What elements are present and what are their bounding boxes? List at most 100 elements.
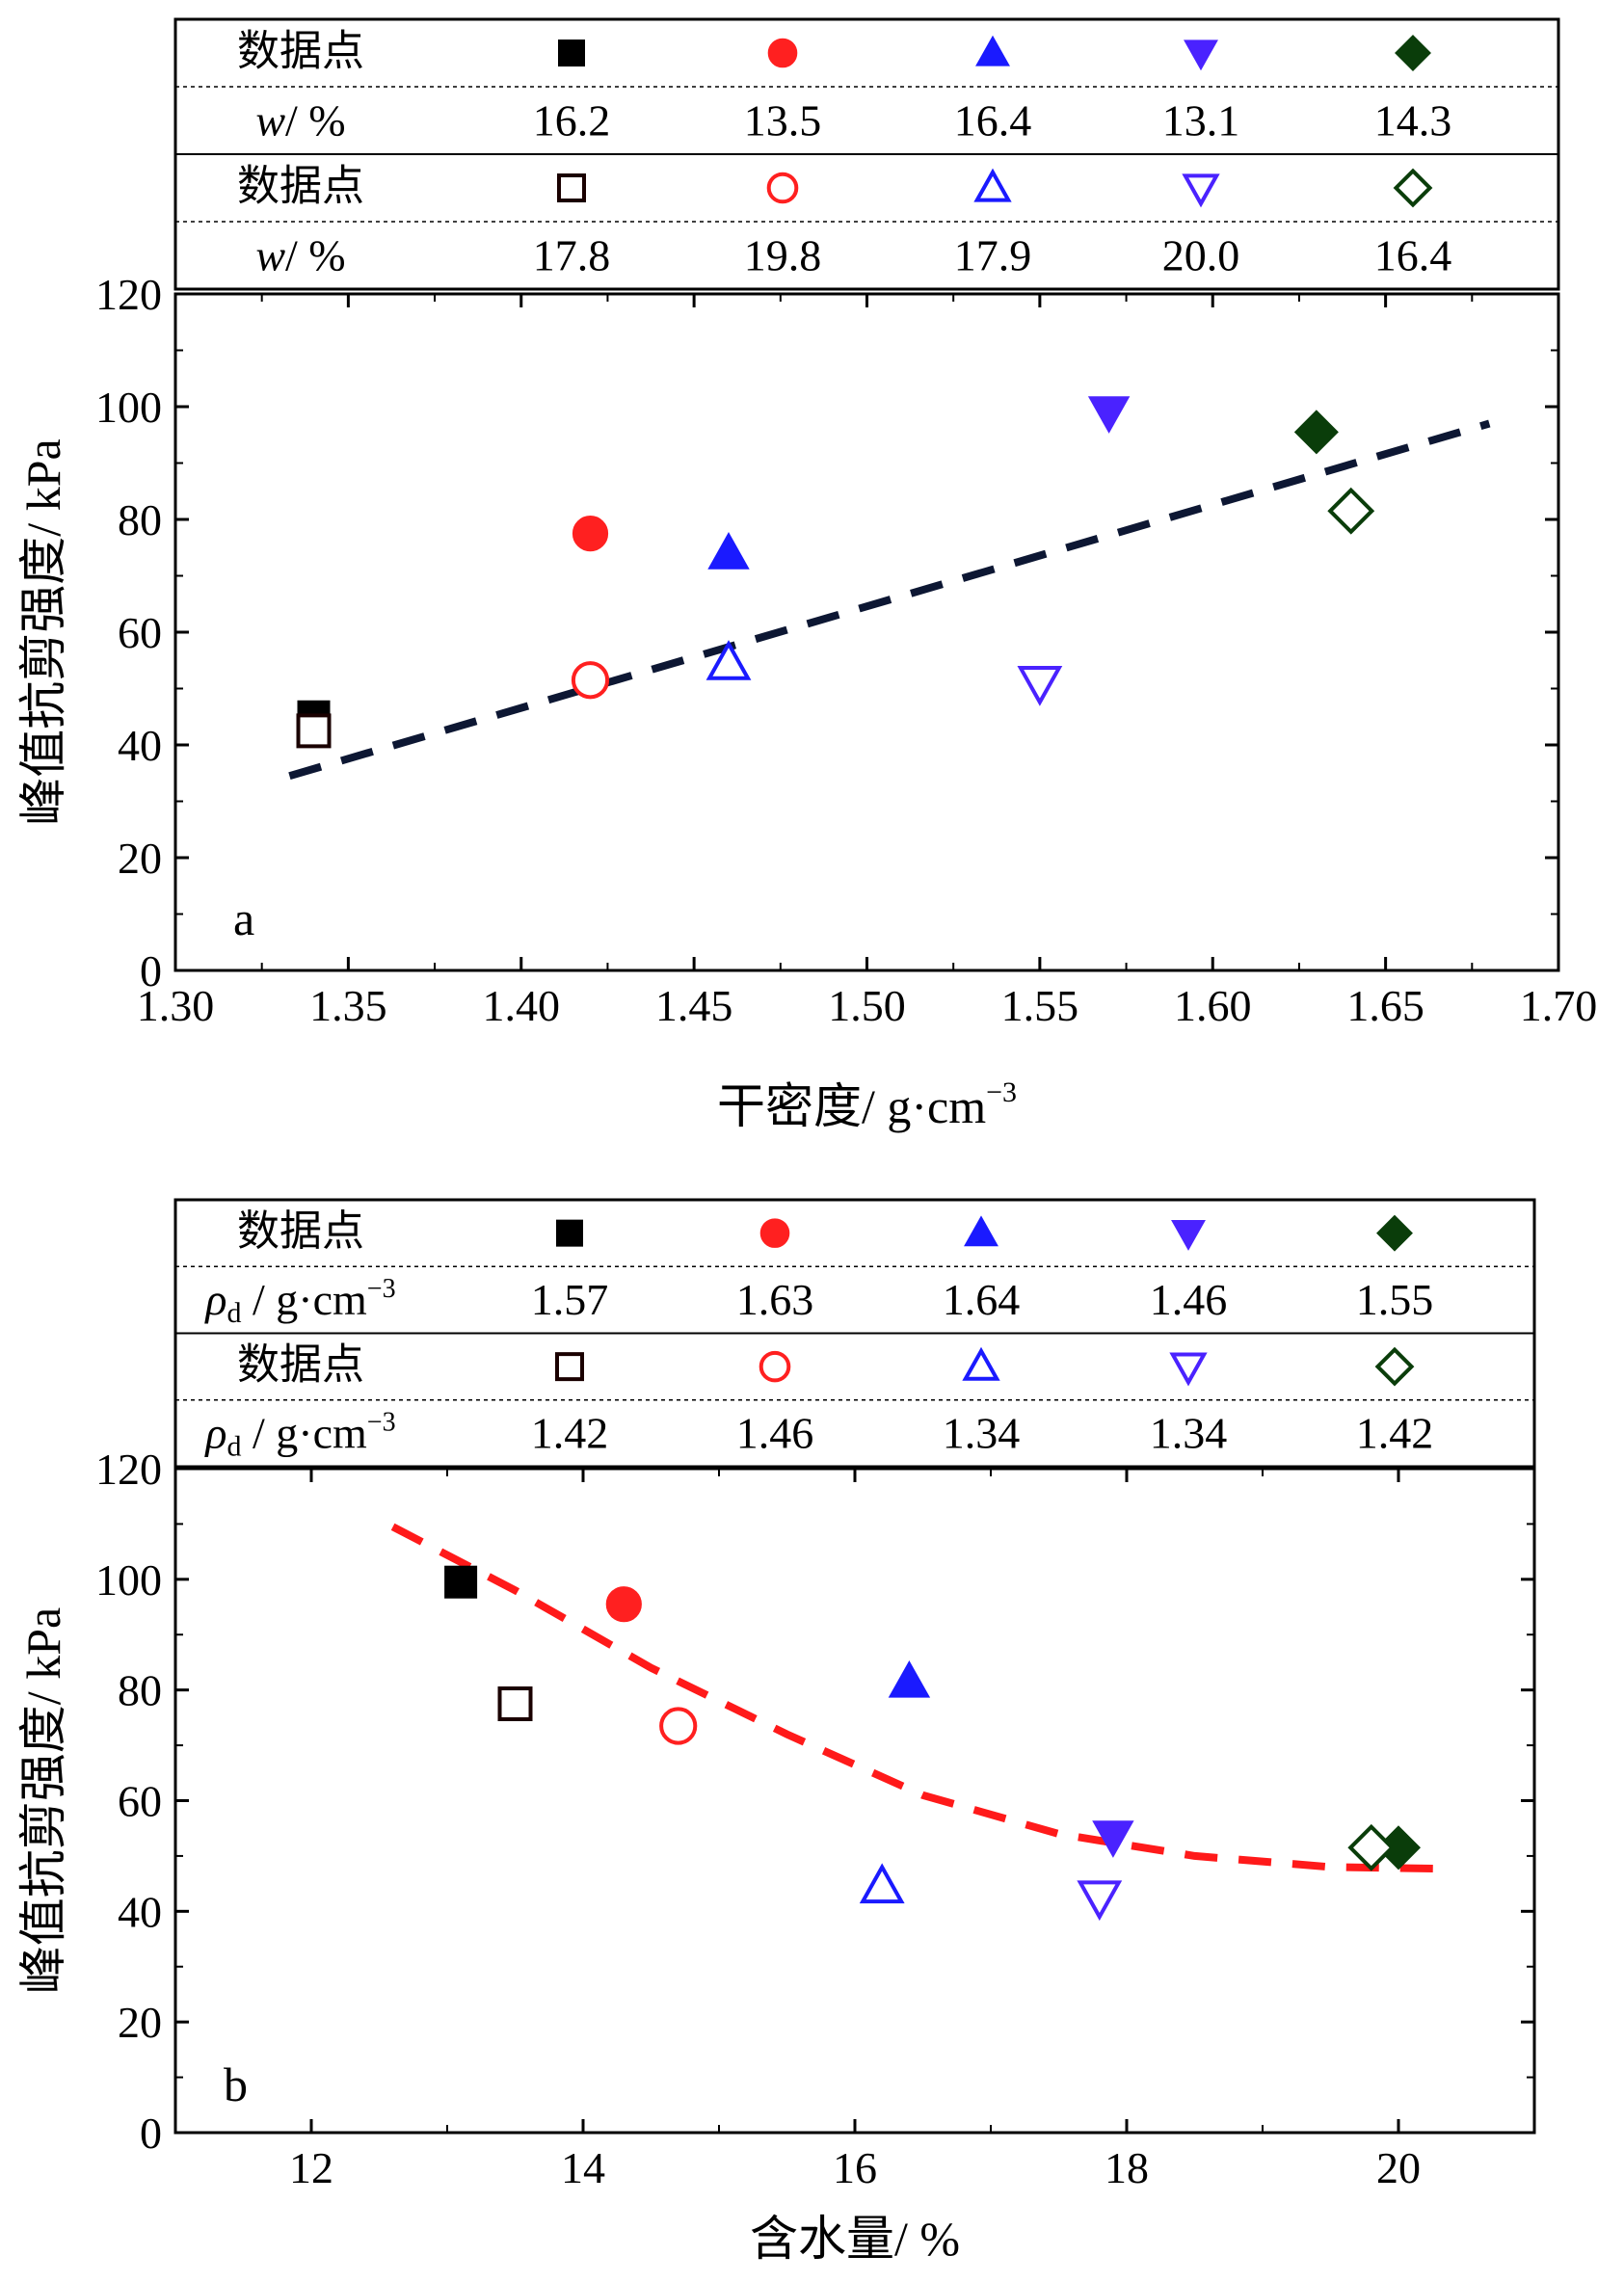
legend-value-subscript: d <box>227 1297 242 1329</box>
legend-value: 14.3 <box>1374 95 1452 145</box>
data-point <box>444 1565 478 1599</box>
x-axis-title-text: 干密度/ g·cm <box>717 1079 986 1133</box>
legend-value-label: ρd / g·cm−3 <box>203 1274 395 1329</box>
legend-marker <box>962 1346 1000 1381</box>
data-points <box>296 396 1375 749</box>
legend-value: 16.4 <box>1374 230 1452 279</box>
legend-value: 16.2 <box>533 95 611 145</box>
y-tick-label: 120 <box>95 270 162 319</box>
data-point <box>859 1863 905 1904</box>
legend-marker <box>1184 40 1218 71</box>
legend-value: 1.34 <box>1150 1409 1228 1458</box>
legend-marker <box>759 1218 790 1248</box>
legend-value: 13.5 <box>744 95 822 145</box>
legend-value: 1.34 <box>943 1409 1021 1458</box>
x-axis: 12 14 16 18 20 <box>174 1469 1535 2192</box>
data-point <box>1092 1820 1134 1858</box>
y-tick-label: 20 <box>118 834 162 883</box>
y-tick-label: 100 <box>95 383 162 432</box>
legend-value-subscript: d <box>227 1431 242 1463</box>
x-axis-title-text: 含水量/ % <box>750 2212 960 2266</box>
legend-value-symbol: w <box>255 230 285 279</box>
legend-value: 1.55 <box>1356 1275 1434 1324</box>
legend-marker <box>557 173 586 202</box>
data-point <box>572 516 609 552</box>
x-tick-label: 1.45 <box>655 981 733 1030</box>
legend-header-label: 数据点 <box>237 28 364 75</box>
x-axis-title-superscript: −3 <box>986 1076 1017 1108</box>
legend-marker <box>1182 173 1220 208</box>
y-tick-label: 40 <box>118 1887 162 1936</box>
plot-frame <box>173 292 1560 972</box>
legend-value-unit: / g·cm <box>242 1409 368 1458</box>
trend-line <box>390 1523 1440 1873</box>
legend-value-label: ρd / g·cm−3 <box>203 1408 395 1463</box>
x-tick-label: 12 <box>289 2143 333 2192</box>
trend-line <box>288 419 1491 781</box>
data-point <box>659 1707 698 1745</box>
data-point <box>1077 1880 1123 1922</box>
legend-value-superscript: −3 <box>367 1408 396 1438</box>
legend-value: 1.42 <box>531 1409 609 1458</box>
legend-value-label: w/ % <box>255 95 345 145</box>
legend-value-symbol: w <box>255 95 285 145</box>
legend-value: 17.8 <box>533 230 611 279</box>
x-tick-label: 1.50 <box>828 981 906 1030</box>
legend-marker <box>759 1350 791 1383</box>
x-tick-label: 1.55 <box>1001 981 1079 1030</box>
legend-header-label: 数据点 <box>237 1207 364 1255</box>
legend-value: 1.63 <box>736 1275 814 1324</box>
legend-marker <box>1374 1346 1415 1387</box>
y-tick-label: 60 <box>118 608 162 657</box>
y-tick-label: 0 <box>140 946 162 995</box>
data-point <box>1017 666 1063 706</box>
data-point <box>1087 396 1131 434</box>
data-point <box>707 532 750 570</box>
legend-marker <box>558 40 585 66</box>
legend-value: 1.42 <box>1356 1409 1434 1458</box>
legend-value: 19.8 <box>744 230 822 279</box>
panel-label: a <box>233 891 254 945</box>
legend-value: 1.46 <box>736 1409 814 1458</box>
legend-header-label: 数据点 <box>237 1341 364 1389</box>
y-tick-label: 0 <box>140 2109 162 2158</box>
x-tick-label: 1.65 <box>1346 981 1424 1030</box>
x-tick-label: 16 <box>833 2143 877 2192</box>
x-tick-label: 1.60 <box>1174 981 1252 1030</box>
legend-value: 13.1 <box>1162 95 1240 145</box>
legend-header-label: 数据点 <box>237 163 364 210</box>
data-point <box>1347 1823 1396 1871</box>
legend-marker <box>1376 1214 1413 1252</box>
legend-value-unit: / g·cm <box>242 1275 368 1324</box>
data-point <box>1293 410 1339 455</box>
y-tick-label: 80 <box>118 495 162 544</box>
legend-marker <box>1169 1352 1208 1387</box>
legend-value-symbol: ρ <box>203 1409 226 1458</box>
legend-value: 17.9 <box>954 230 1032 279</box>
x-axis: 1.30 1.35 1.40 1.45 1.50 1.55 1.60 1.65 1.70 <box>137 294 1597 1030</box>
data-point <box>1327 487 1375 535</box>
y-tick-label: 120 <box>95 1445 162 1494</box>
legend-value-unit: / % <box>285 230 346 279</box>
legend-value-superscript: −3 <box>367 1274 396 1304</box>
legend-value-label: w/ % <box>255 230 345 279</box>
legend-marker <box>767 38 798 68</box>
data-point <box>571 661 610 700</box>
data-point <box>706 640 752 680</box>
legend-value: 1.57 <box>531 1275 609 1324</box>
legend-value: 20.0 <box>1162 230 1240 279</box>
legend-marker <box>964 1215 998 1247</box>
y-tick-label: 20 <box>118 1998 162 2047</box>
x-tick-label: 20 <box>1376 2143 1421 2192</box>
legend-marker <box>973 168 1012 202</box>
y-tick-label: 40 <box>118 721 162 770</box>
legend-marker <box>766 172 799 204</box>
y-axis: 0 20 40 60 80 100 120 <box>95 1445 1534 2158</box>
data-point <box>888 1660 931 1698</box>
legend-marker <box>555 1352 584 1382</box>
legend-marker <box>975 35 1010 66</box>
x-tick-label: 1.40 <box>483 981 561 1030</box>
